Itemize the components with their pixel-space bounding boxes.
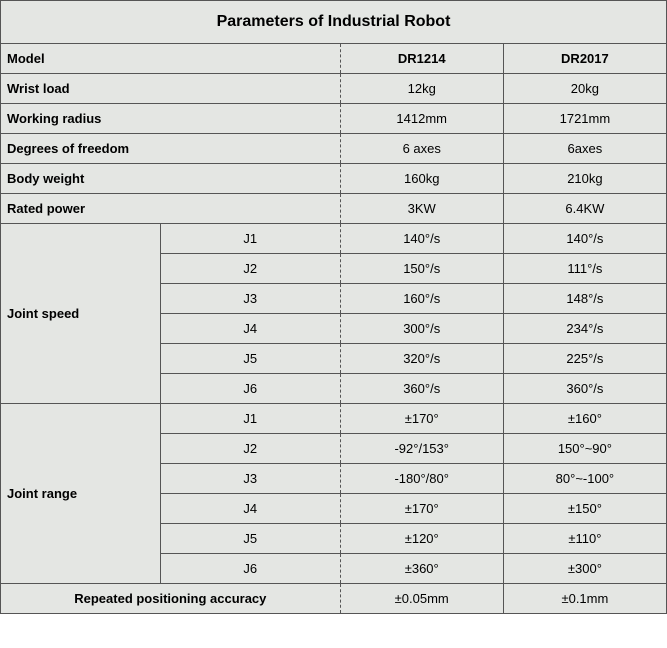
joint-label: J3 (160, 464, 340, 494)
row-val-b: 150°~90° (503, 434, 666, 464)
row-label: Degrees of freedom (1, 134, 341, 164)
joint-label: J2 (160, 254, 340, 284)
row-val-b: 210kg (503, 164, 666, 194)
joint-label: J6 (160, 554, 340, 584)
joint-label: J3 (160, 284, 340, 314)
row-val-a: 6 axes (340, 134, 503, 164)
header-col-b: DR2017 (503, 44, 666, 74)
row-val-b: ±160° (503, 404, 666, 434)
row-val-a: 12kg (340, 74, 503, 104)
row-val-b: 6.4KW (503, 194, 666, 224)
row-val-a: 140°/s (340, 224, 503, 254)
row-label: Body weight (1, 164, 341, 194)
row-val-a: 150°/s (340, 254, 503, 284)
row-val-a: 160kg (340, 164, 503, 194)
joint-label: J1 (160, 404, 340, 434)
joint-label: J5 (160, 344, 340, 374)
row-val-a: 3KW (340, 194, 503, 224)
joint-label: J1 (160, 224, 340, 254)
row-val-a: ±170° (340, 404, 503, 434)
table-row: Joint range J1 ±170° ±160° (1, 404, 667, 434)
table-row: Wrist load 12kg 20kg (1, 74, 667, 104)
row-val-b: 360°/s (503, 374, 666, 404)
table-row: Joint speed J1 140°/s 140°/s (1, 224, 667, 254)
joint-label: J4 (160, 314, 340, 344)
row-label: Working radius (1, 104, 341, 134)
row-val-a: 160°/s (340, 284, 503, 314)
table-row: Repeated positioning accuracy ±0.05mm ±0… (1, 584, 667, 614)
row-val-a: 300°/s (340, 314, 503, 344)
table-row: Body weight 160kg 210kg (1, 164, 667, 194)
header-model: Model (1, 44, 341, 74)
row-val-b: 6axes (503, 134, 666, 164)
row-val-a: -92°/153° (340, 434, 503, 464)
row-val-a: 1412mm (340, 104, 503, 134)
table-title: Parameters of Industrial Robot (1, 1, 667, 44)
joint-label: J4 (160, 494, 340, 524)
row-label: Wrist load (1, 74, 341, 104)
row-val-a: 360°/s (340, 374, 503, 404)
table-row: Rated power 3KW 6.4KW (1, 194, 667, 224)
row-val-b: 111°/s (503, 254, 666, 284)
row-val-b: 140°/s (503, 224, 666, 254)
joint-label: J5 (160, 524, 340, 554)
row-val-b: 20kg (503, 74, 666, 104)
row-val-a: 320°/s (340, 344, 503, 374)
table-row: Working radius 1412mm 1721mm (1, 104, 667, 134)
row-val-b: 148°/s (503, 284, 666, 314)
row-val-a: ±170° (340, 494, 503, 524)
row-val-a: -180°/80° (340, 464, 503, 494)
footer-val-a: ±0.05mm (340, 584, 503, 614)
footer-val-b: ±0.1mm (503, 584, 666, 614)
header-col-a: DR1214 (340, 44, 503, 74)
row-val-b: ±150° (503, 494, 666, 524)
row-label: Rated power (1, 194, 341, 224)
row-val-b: 80°~-100° (503, 464, 666, 494)
row-val-a: ±120° (340, 524, 503, 554)
row-val-b: 1721mm (503, 104, 666, 134)
footer-label: Repeated positioning accuracy (1, 584, 341, 614)
row-val-b: 225°/s (503, 344, 666, 374)
joint-range-label: Joint range (1, 404, 161, 584)
robot-params-table: Parameters of Industrial Robot Model DR1… (0, 0, 667, 614)
row-val-b: 234°/s (503, 314, 666, 344)
joint-label: J2 (160, 434, 340, 464)
joint-speed-label: Joint speed (1, 224, 161, 404)
row-val-a: ±360° (340, 554, 503, 584)
joint-label: J6 (160, 374, 340, 404)
table-row: Degrees of freedom 6 axes 6axes (1, 134, 667, 164)
row-val-b: ±110° (503, 524, 666, 554)
row-val-b: ±300° (503, 554, 666, 584)
